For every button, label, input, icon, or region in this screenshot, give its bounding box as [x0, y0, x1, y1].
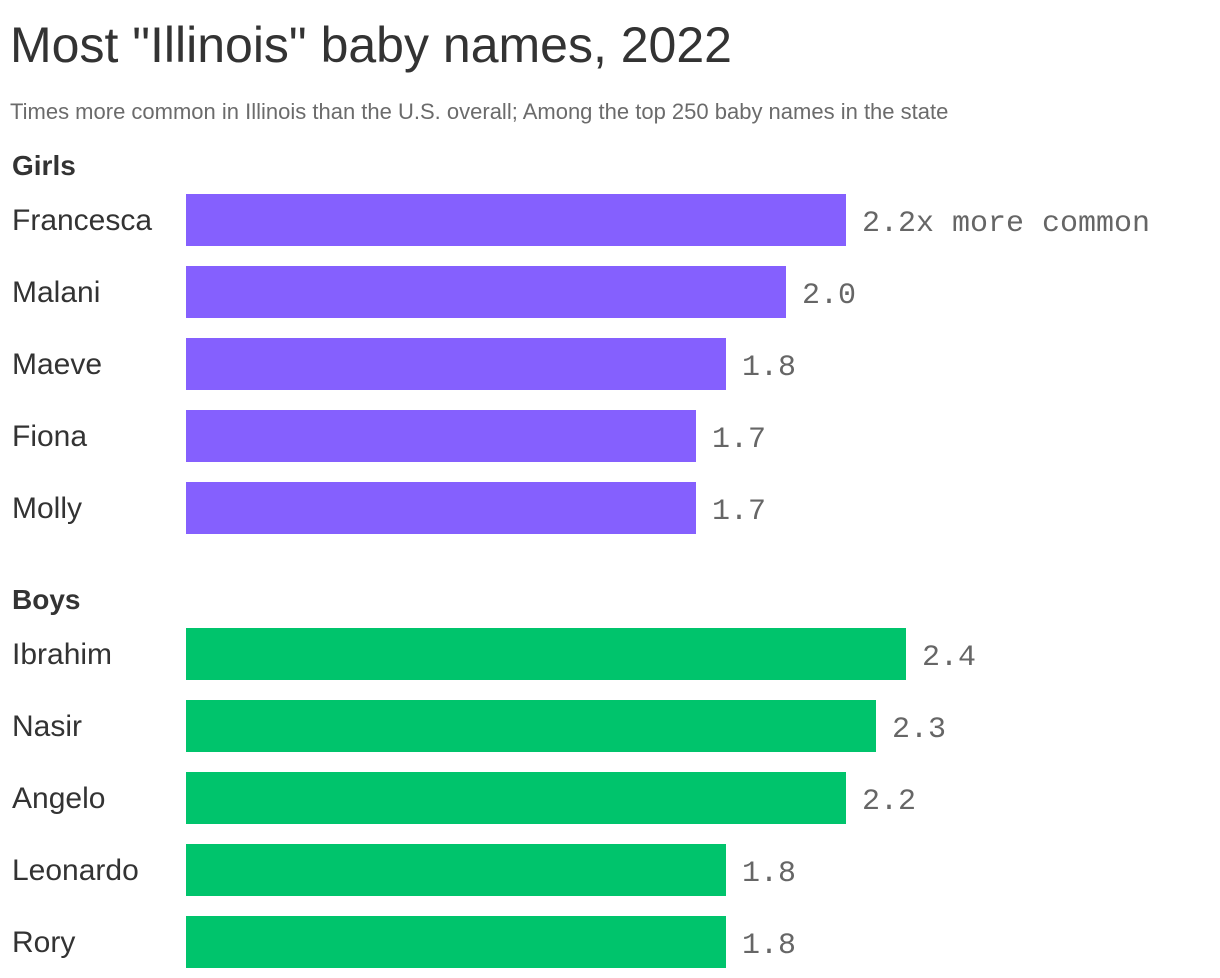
category-label-fiona: Fiona — [12, 420, 87, 453]
value-label-angelo: 2.2 — [862, 785, 916, 819]
girls-bar-molly — [186, 482, 696, 534]
category-label-molly: Molly — [12, 492, 82, 525]
value-label-molly: 1.7 — [712, 495, 766, 529]
category-label-leonardo: Leonardo — [12, 854, 139, 887]
group-label-boys: Boys — [12, 584, 80, 615]
category-label-nasir: Nasir — [12, 710, 82, 743]
category-label-maeve: Maeve — [12, 348, 102, 381]
boys-bar-angelo — [186, 772, 846, 824]
boys-bar-nasir — [186, 700, 876, 752]
boys-bars: Ibrahim 2.4 Nasir 2.3 Angelo 2.2 Leonardo 1.8 Ro… — [12, 628, 976, 968]
category-label-angelo: Angelo — [12, 782, 105, 815]
girls-bar-maeve — [186, 338, 726, 390]
value-label-nasir: 2.3 — [892, 713, 946, 747]
category-label-malani: Malani — [12, 276, 100, 309]
girls-bar-malani — [186, 266, 786, 318]
group-label-girls: Girls — [12, 150, 76, 181]
value-label-fiona: 1.7 — [712, 423, 766, 457]
value-label-leonardo: 1.8 — [742, 857, 796, 891]
girls-bar-fiona — [186, 410, 696, 462]
chart-title: Most "Illinois" baby names, 2022 — [10, 17, 732, 73]
category-label-ibrahim: Ibrahim — [12, 638, 112, 671]
value-label-francesca: 2.2x more common — [862, 207, 1150, 241]
boys-bar-rory — [186, 916, 726, 968]
value-label-ibrahim: 2.4 — [922, 641, 976, 675]
boys-bar-leonardo — [186, 844, 726, 896]
value-label-maeve: 1.8 — [742, 351, 796, 385]
chart-subtitle: Times more common in Illinois than the U… — [10, 99, 948, 124]
value-label-rory: 1.8 — [742, 929, 796, 963]
girls-bar-francesca — [186, 194, 846, 246]
girls-bars: Francesca 2.2x more common Malani 2.0 Maeve 1… — [12, 194, 1150, 534]
category-label-rory: Rory — [12, 926, 75, 959]
value-label-malani: 2.0 — [802, 279, 856, 313]
boys-bar-ibrahim — [186, 628, 906, 680]
category-label-francesca: Francesca — [12, 204, 152, 237]
